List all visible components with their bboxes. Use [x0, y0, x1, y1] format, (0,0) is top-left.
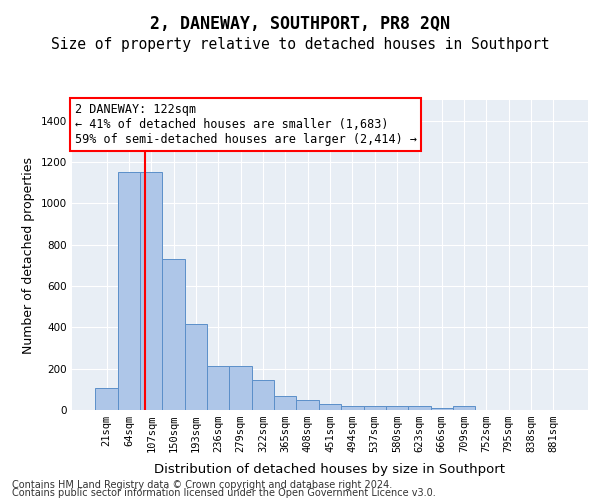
Bar: [341, 406, 364, 410]
Bar: [163, 259, 185, 410]
Bar: [386, 406, 408, 410]
Bar: [140, 172, 163, 410]
Bar: [431, 408, 453, 410]
Text: Contains public sector information licensed under the Open Government Licence v3: Contains public sector information licen…: [12, 488, 436, 498]
Bar: [408, 406, 431, 410]
Bar: [274, 396, 296, 410]
Bar: [185, 324, 207, 410]
Text: 2, DANEWAY, SOUTHPORT, PR8 2QN: 2, DANEWAY, SOUTHPORT, PR8 2QN: [150, 15, 450, 33]
Text: Contains HM Land Registry data © Crown copyright and database right 2024.: Contains HM Land Registry data © Crown c…: [12, 480, 392, 490]
Bar: [118, 172, 140, 410]
Text: Size of property relative to detached houses in Southport: Size of property relative to detached ho…: [50, 38, 550, 52]
X-axis label: Distribution of detached houses by size in Southport: Distribution of detached houses by size …: [155, 464, 505, 476]
Y-axis label: Number of detached properties: Number of detached properties: [22, 156, 35, 354]
Bar: [296, 400, 319, 410]
Bar: [364, 406, 386, 410]
Bar: [252, 380, 274, 410]
Bar: [95, 388, 118, 410]
Bar: [229, 366, 252, 410]
Bar: [207, 366, 229, 410]
Bar: [453, 406, 475, 410]
Bar: [319, 404, 341, 410]
Text: 2 DANEWAY: 122sqm
← 41% of detached houses are smaller (1,683)
59% of semi-detac: 2 DANEWAY: 122sqm ← 41% of detached hous…: [74, 103, 416, 146]
